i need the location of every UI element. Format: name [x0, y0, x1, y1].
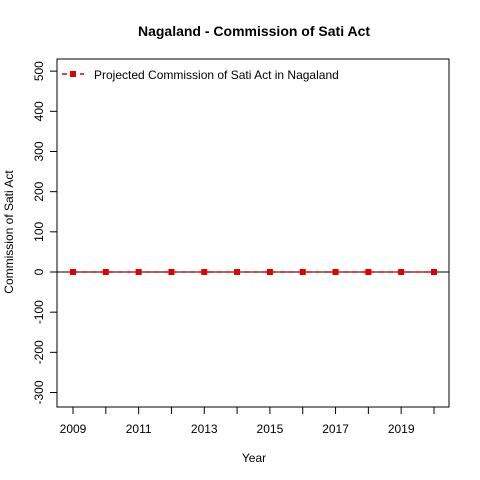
- x-tick-label: 2019: [388, 422, 415, 436]
- x-tick-label: 2017: [322, 422, 349, 436]
- data-point: [266, 269, 273, 275]
- y-tick-label: -200: [32, 340, 46, 364]
- plot-area: [56, 58, 450, 408]
- y-axis: -300 -200 -100 0 100 200 300 400 500: [32, 61, 57, 405]
- data-point: [102, 269, 109, 275]
- y-tick-label: 0: [32, 268, 46, 275]
- x-tick-label: 2009: [60, 422, 87, 436]
- x-axis: 2009 2011 2013 2015 2017 2019: [60, 407, 435, 436]
- y-tick-label: -100: [32, 300, 46, 324]
- x-tick-label: 2011: [126, 422, 152, 436]
- data-point: [234, 269, 241, 275]
- x-tick-label: 2015: [257, 422, 284, 436]
- legend: Projected Commission of Sati Act in Naga…: [62, 68, 339, 82]
- data-point: [70, 269, 76, 275]
- y-tick-label: 200: [32, 181, 46, 201]
- data-point: [332, 269, 339, 275]
- y-tick-label: 300: [32, 141, 46, 161]
- data-point: [398, 269, 405, 275]
- x-tick-label: 2013: [191, 422, 218, 436]
- data-point: [365, 269, 372, 275]
- data-point: [201, 269, 208, 275]
- series-group: [70, 269, 437, 275]
- data-point: [299, 269, 306, 275]
- y-tick-label: -300: [32, 380, 46, 404]
- data-point: [431, 269, 437, 275]
- y-tick-label: 500: [32, 61, 46, 81]
- y-axis-label: Commission of Sati Act: [2, 170, 16, 294]
- legend-marker-swatch: [70, 71, 76, 77]
- chart-title: Nagaland - Commission of Sati Act: [138, 23, 370, 39]
- y-tick-label: 400: [32, 101, 46, 121]
- y-tick-label: 100: [32, 221, 46, 241]
- x-axis-label: Year: [242, 451, 266, 465]
- data-point: [168, 269, 175, 275]
- data-point: [135, 269, 142, 275]
- legend-label: Projected Commission of Sati Act in Naga…: [94, 68, 339, 82]
